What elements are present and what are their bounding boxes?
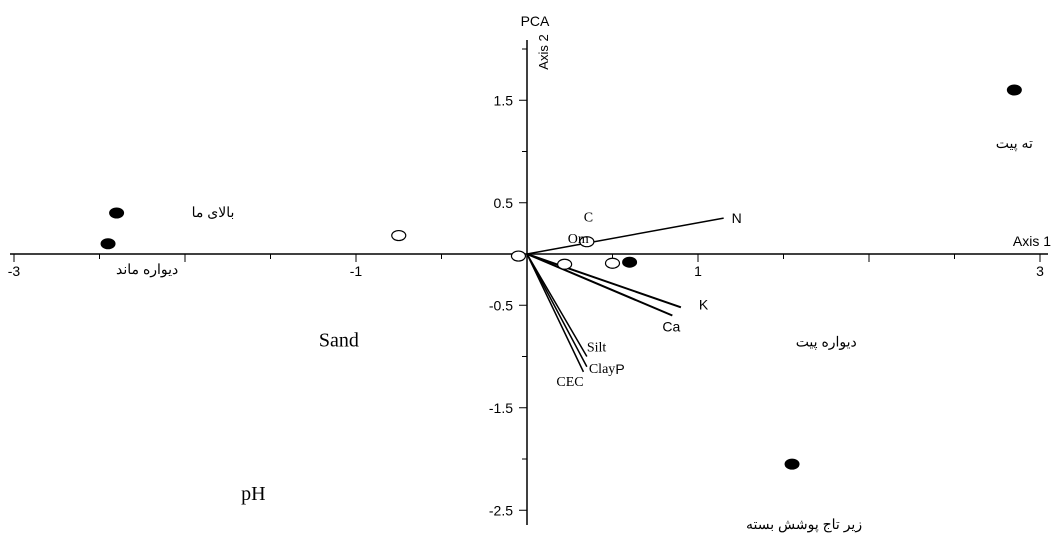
sample-point	[510, 250, 527, 262]
sample-point	[557, 258, 573, 270]
chart-title: PCA	[521, 13, 550, 29]
axes: -3 -1 1 3 1.5 0.5 -0.5 -1.5 -2.5	[8, 40, 1048, 525]
x-tick-label: -3	[8, 263, 21, 279]
sample-point	[579, 236, 595, 248]
vector-label: Om	[568, 232, 589, 247]
site-point	[100, 238, 116, 250]
vectors	[526, 217, 724, 373]
y-tick-label: -2.5	[489, 502, 513, 518]
site-point	[622, 256, 638, 268]
site-label: بالای ما	[192, 204, 235, 220]
vector-line	[526, 253, 682, 309]
site-label: ته پیت	[996, 135, 1033, 152]
vector-line	[526, 253, 588, 368]
vector-label: C	[584, 211, 593, 226]
vector-label: Silt	[587, 341, 607, 356]
vector-label: Ca	[662, 319, 680, 335]
y-axis-label: Axis 2	[536, 34, 551, 69]
vector-label: N	[732, 210, 742, 226]
x-tick-label: 1	[694, 263, 702, 279]
vector-label: K	[699, 296, 709, 312]
vector-line	[526, 217, 724, 255]
site-point	[1006, 84, 1022, 96]
y-tick-label: 0.5	[494, 195, 514, 211]
x-tick-label: 3	[1036, 263, 1044, 279]
y-tick-label: 1.5	[494, 92, 514, 108]
x-axis-label: Axis 1	[1013, 233, 1051, 249]
vector-label: Clay	[589, 362, 615, 377]
annotation-label: دیواره پیت	[796, 333, 857, 350]
site-point	[109, 207, 125, 219]
vector-label: CEC	[556, 375, 583, 390]
site-label: دیواره ماند	[116, 261, 178, 278]
site-label: زیر تاج پوشش بسته	[746, 516, 862, 533]
y-tick-label: -1.5	[489, 400, 513, 416]
annotation-label: pH	[241, 483, 265, 505]
sample-point	[604, 257, 621, 269]
vector-label: P	[615, 361, 624, 377]
y-tick-label: -0.5	[489, 297, 513, 313]
site-point	[784, 458, 800, 470]
vector-line	[526, 253, 673, 317]
sample-point	[391, 229, 407, 242]
vector-line	[526, 253, 585, 373]
annotation-label: Sand	[319, 329, 359, 351]
x-tick-label: -1	[350, 263, 363, 279]
vector-line	[526, 253, 588, 357]
points	[100, 84, 1022, 470]
